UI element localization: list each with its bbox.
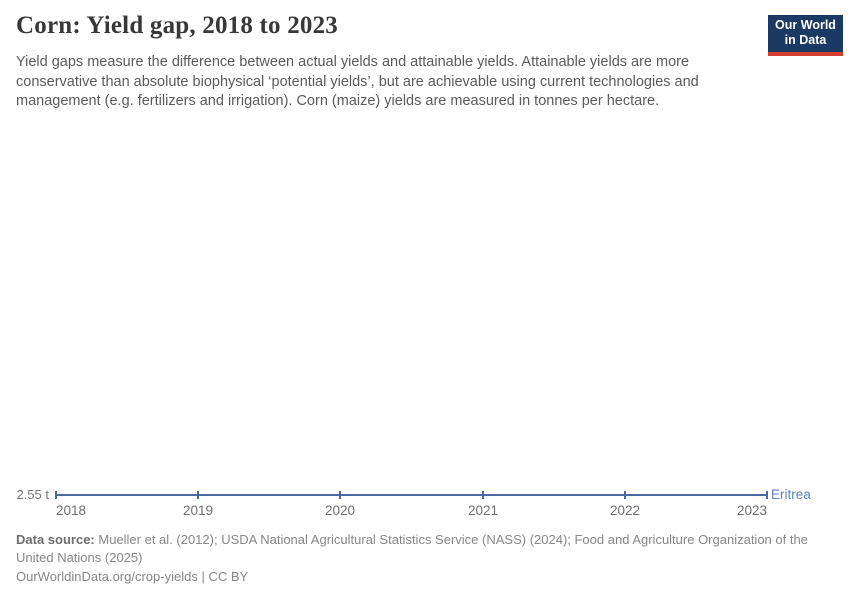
- footer-data-source: Data source: Mueller et al. (2012); USDA…: [16, 531, 826, 566]
- owid-logo-line2: in Data: [784, 33, 827, 47]
- entity-label-eritrea[interactable]: Eritrea: [771, 487, 811, 502]
- data-source-text: Mueller et al. (2012); USDA National Agr…: [16, 532, 808, 565]
- owid-logo[interactable]: Our World in Data: [768, 15, 843, 56]
- footer-link[interactable]: OurWorldinData.org/crop-yields: [16, 569, 198, 584]
- x-axis-label-2019: 2019: [182, 503, 214, 518]
- owid-logo-line1: Our World: [775, 18, 836, 32]
- x-axis-label-2020: 2020: [324, 503, 356, 518]
- chart-subtitle: Yield gaps measure the difference betwee…: [16, 54, 699, 109]
- data-source-label: Data source:: [16, 532, 95, 547]
- line-series-eritrea: [55, 494, 767, 496]
- data-point-marker-2019: [197, 491, 199, 499]
- footer-separator: |: [197, 569, 209, 584]
- x-axis-label-2018: 2018: [56, 503, 87, 518]
- chart-title: Corn: Yield gap, 2018 to 2023: [16, 12, 338, 39]
- x-axis-label-2023: 2023: [736, 503, 767, 518]
- data-point-marker-2022: [624, 491, 626, 499]
- data-point-marker-2020: [339, 491, 341, 499]
- data-point-marker-2023: [766, 491, 768, 499]
- data-point-marker-2018: [55, 491, 57, 499]
- x-axis-label-2022: 2022: [609, 503, 641, 518]
- x-axis-label-2021: 2021: [467, 503, 499, 518]
- y-axis-tick-label: 2.55 t: [16, 487, 49, 502]
- footer-attribution: OurWorldinData.org/crop-yields | CC BY: [16, 569, 248, 585]
- data-point-marker-2021: [482, 491, 484, 499]
- license-link[interactable]: CC BY: [208, 569, 249, 584]
